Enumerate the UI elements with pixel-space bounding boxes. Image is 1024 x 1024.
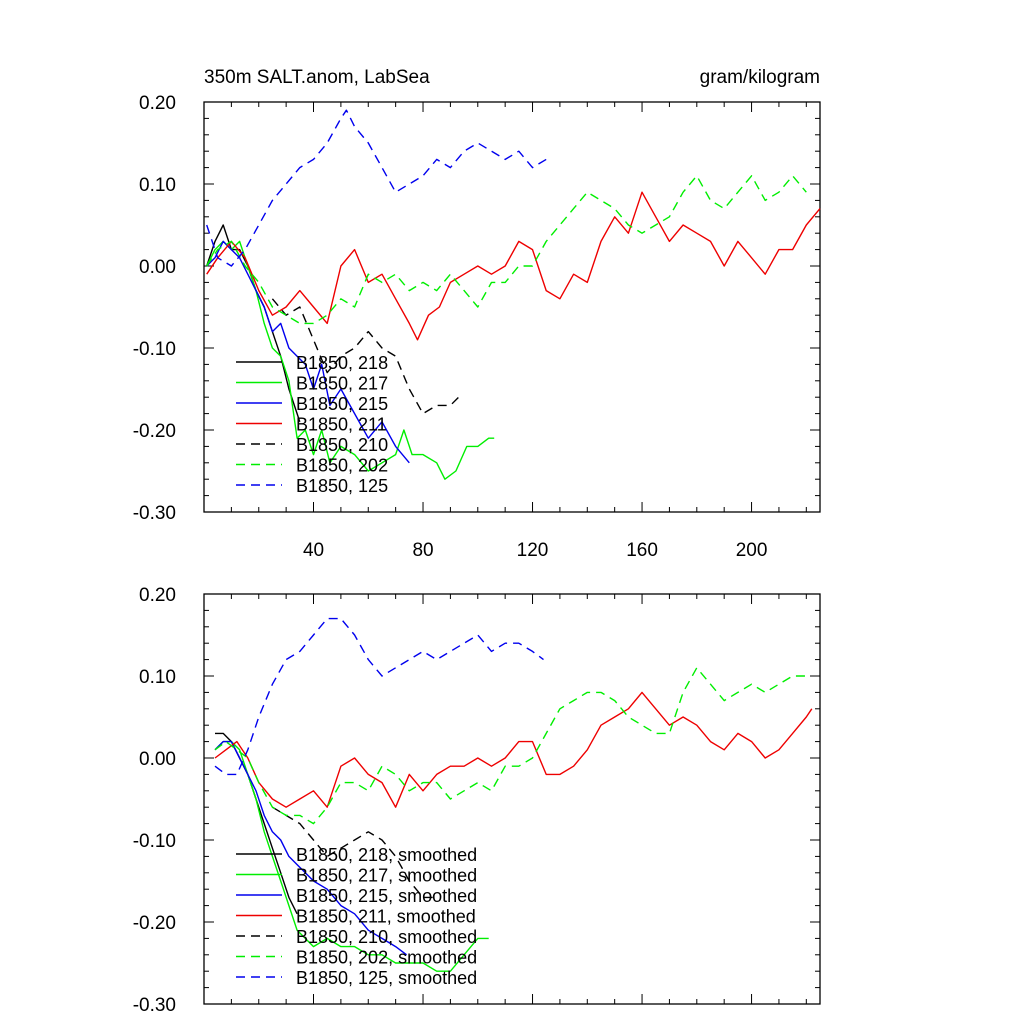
- series-line: [271, 298, 460, 415]
- series-line: [215, 732, 298, 915]
- y-tick-label: 0.20: [139, 585, 176, 606]
- units-label: gram/kilogram: [700, 67, 820, 88]
- legend-label: B1850, 211: [296, 415, 387, 435]
- legend-label: B1850, 218: [296, 353, 388, 373]
- legend-label: B1850, 215, smoothed: [296, 886, 477, 906]
- y-tick-label: 0.00: [139, 257, 176, 278]
- legend-label: B1850, 211, smoothed: [296, 907, 476, 927]
- x-tick-label: 200: [736, 540, 768, 561]
- y-tick-label: -0.20: [133, 913, 176, 934]
- x-tick-label: 160: [626, 540, 658, 561]
- y-tick-label: 0.00: [139, 749, 176, 770]
- y-tick-label: 0.10: [139, 175, 176, 196]
- chart-title: 350m SALT.anom, LabSea: [204, 67, 430, 88]
- series-line: [214, 740, 408, 956]
- legend-label: B1850, 217: [296, 374, 388, 394]
- y-tick-label: -0.30: [133, 995, 176, 1016]
- bottom-plot-panel: 0.20 0.10 0.00 -0.10 -0.20 -0.30 B1850, 218, …: [133, 585, 821, 1016]
- y-tick-label: -0.10: [133, 339, 176, 360]
- y-tick-label: 0.10: [139, 667, 176, 688]
- y-tick-label: -0.20: [133, 421, 176, 442]
- series-line: [214, 617, 544, 776]
- series-line: [272, 806, 437, 899]
- legend-label: B1850, 125, smoothed: [296, 968, 477, 988]
- top-plot-frame: [203, 101, 821, 513]
- top-plot-panel: 0.20 0.10 0.00 -0.10 -0.20 -0.30 40 80 120 160 200…: [133, 93, 821, 561]
- legend-label: B1850, 218, smoothed: [296, 845, 477, 865]
- legend-label: B1850, 210, smoothed: [296, 927, 477, 947]
- y-tick-label: 0.20: [139, 93, 176, 114]
- legend-label: B1850, 215: [296, 394, 388, 414]
- series-line: [206, 109, 547, 267]
- y-tick-label: -0.10: [133, 831, 176, 852]
- legend-label: B1850, 217, smoothed: [296, 866, 477, 886]
- legend-label: B1850, 210: [296, 435, 388, 455]
- legend-label: B1850, 125: [296, 476, 388, 496]
- legend-label: B1850, 202: [296, 456, 388, 476]
- legend-label: B1850, 202, smoothed: [296, 948, 477, 968]
- x-tick-label: 40: [303, 540, 324, 561]
- bottom-plot-frame: [203, 593, 821, 1005]
- series-line: [206, 240, 410, 464]
- series-line: [206, 191, 821, 341]
- series-line: [214, 667, 807, 825]
- y-tick-label: -0.30: [133, 503, 176, 524]
- series-line: [206, 175, 807, 325]
- series-line: [214, 691, 813, 808]
- x-tick-label: 120: [517, 540, 549, 561]
- x-tick-label: 80: [412, 540, 433, 561]
